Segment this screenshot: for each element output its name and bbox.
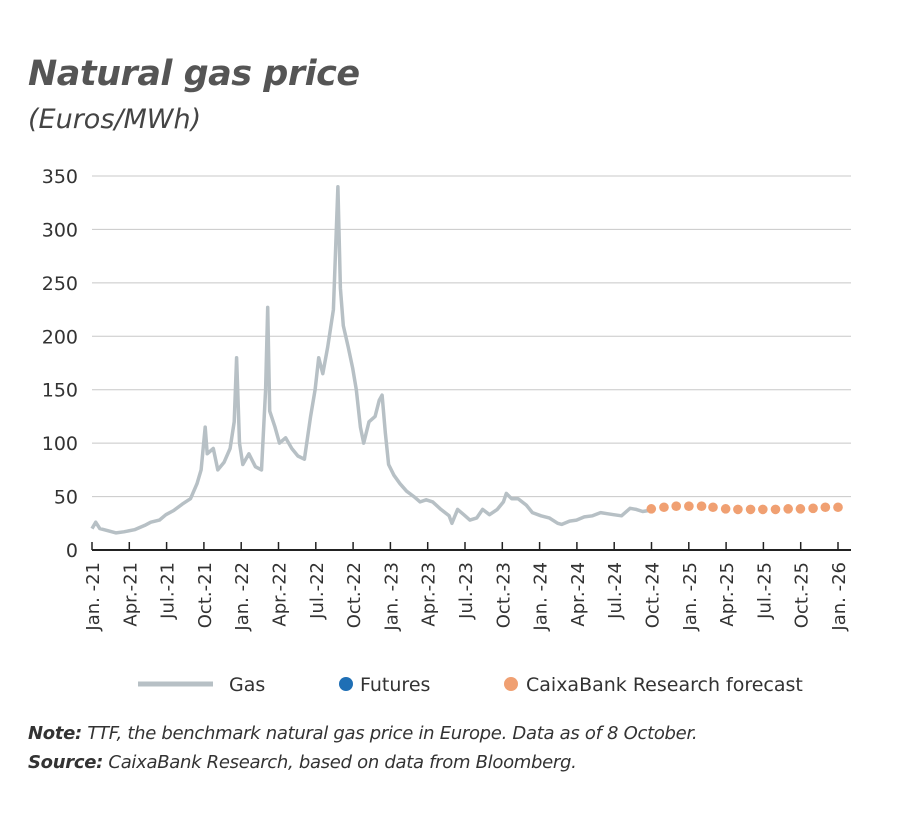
y-tick-label: 50 <box>54 487 78 509</box>
legend-futures-label: Futures <box>360 674 430 696</box>
forecast-point <box>720 504 731 514</box>
x-tick-label: Jul.-22 <box>307 562 328 620</box>
x-tick-label: Jan. -21 <box>83 562 104 632</box>
note-label: Note: <box>28 723 82 744</box>
forecast-point <box>708 502 718 513</box>
x-tick-label: Jan. -26 <box>829 562 850 632</box>
y-tick-label: 0 <box>66 540 78 562</box>
x-tick-label: Jul.-21 <box>158 562 179 620</box>
gas-price-line <box>90 184 655 535</box>
forecast-point <box>808 503 818 514</box>
forecast-point <box>820 502 831 513</box>
x-tick-label: Jan. -23 <box>381 562 402 632</box>
y-tick-label: 350 <box>42 166 78 188</box>
x-tick-label: Apr.-24 <box>568 562 589 627</box>
x-tick-label: Oct.-21 <box>195 562 216 628</box>
note-text: TTF, the benchmark natural gas price in … <box>81 723 698 744</box>
x-tick-label: Oct.-24 <box>643 562 664 628</box>
chart-subtitle: (Euros/MWh) <box>28 104 202 135</box>
x-tick-label: Jul.-23 <box>456 562 477 620</box>
x-tick-label: Jan. -25 <box>680 562 701 632</box>
x-tick-label: Jul.-25 <box>754 562 775 620</box>
legend-futures-swatch <box>339 677 353 691</box>
x-tick-label: Apr.-21 <box>120 562 141 627</box>
x-tick-label: Jan. -24 <box>531 562 552 632</box>
y-tick-label: 300 <box>42 219 78 241</box>
x-tick-label: Jan. -22 <box>232 562 253 632</box>
source-line: Source: CaixaBank Research, based on dat… <box>28 752 577 773</box>
forecast-point <box>696 501 707 511</box>
source-text: CaixaBank Research, based on data from B… <box>103 752 577 773</box>
chart-title: Natural gas price <box>28 54 360 94</box>
forecast-point <box>671 501 682 511</box>
forecast-point <box>833 502 843 513</box>
forecast-point <box>646 504 657 514</box>
x-tick-label: Apr.-25 <box>717 562 738 627</box>
x-tick-label: Oct.-25 <box>792 562 813 628</box>
y-tick-label: 150 <box>42 380 78 402</box>
forecast-point <box>758 504 768 515</box>
forecast-point <box>783 504 793 514</box>
forecast-point <box>745 504 756 515</box>
x-tick-label: Apr.-22 <box>270 562 291 627</box>
x-tick-label: Oct.-22 <box>344 562 365 628</box>
x-tick-label: Jul.-24 <box>605 562 626 620</box>
y-tick-label: 200 <box>42 326 78 348</box>
forecast-point <box>795 504 806 514</box>
forecast-point <box>684 501 694 511</box>
forecast-point <box>733 504 743 515</box>
y-tick-label: 100 <box>42 433 78 455</box>
x-tick-label: Apr.-23 <box>419 562 440 627</box>
x-tick-label: Oct.-23 <box>493 562 514 628</box>
legend-forecast-label: CaixaBank Research forecast <box>526 674 803 696</box>
note-line: Note: TTF, the benchmark natural gas pri… <box>28 723 698 744</box>
legend-gas-label: Gas <box>229 674 265 696</box>
forecast-point <box>659 502 669 513</box>
forecast-point <box>770 504 781 515</box>
y-tick-label: 250 <box>42 273 78 295</box>
source-label: Source: <box>28 752 103 773</box>
legend-forecast-swatch <box>504 677 518 691</box>
